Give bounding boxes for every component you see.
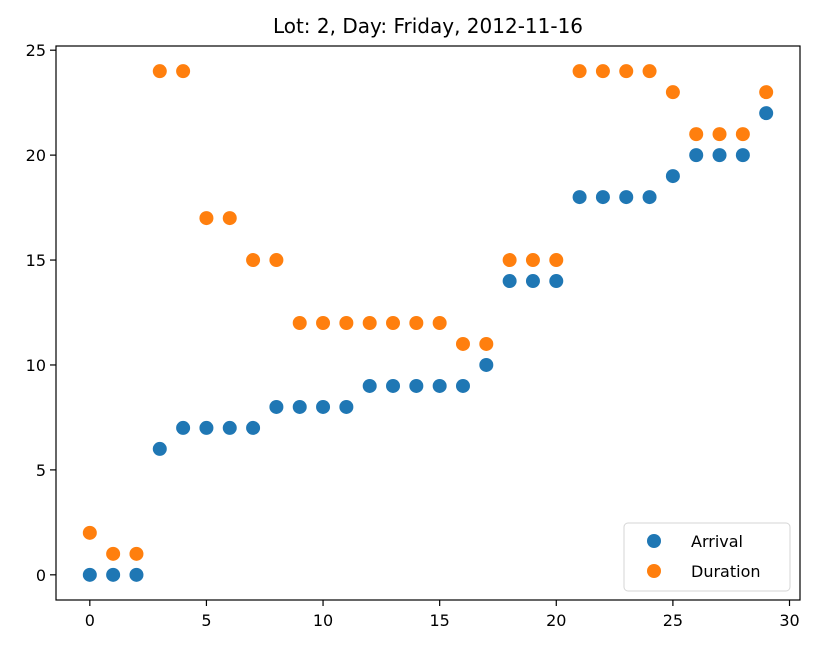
point-arrival [199,420,214,435]
point-arrival [479,357,494,372]
x-tick-label: 15 [429,611,449,630]
point-arrival [502,274,517,289]
point-arrival [735,148,750,163]
legend-label: Arrival [691,532,743,551]
point-arrival [595,190,610,205]
x-tick-label: 20 [546,611,566,630]
point-duration [269,253,284,268]
point-duration [106,546,121,561]
point-arrival [759,106,774,121]
x-tick-label: 30 [779,611,799,630]
y-tick-label: 25 [26,41,46,60]
point-duration [316,316,331,330]
legend: Arrival Duration [623,522,791,592]
y-tick-label: 5 [36,461,46,480]
point-arrival [619,190,634,205]
point-duration [82,525,97,540]
y-tick-label: 0 [36,566,46,585]
point-arrival [689,148,704,163]
point-duration [432,316,447,330]
point-arrival [269,399,284,414]
point-duration [199,211,214,226]
point-arrival [642,190,657,205]
point-duration [455,336,470,351]
point-duration [549,253,564,268]
point-arrival [106,567,121,582]
chart-title: Lot: 2, Day: Friday, 2012-11-16 [273,14,583,38]
point-duration [665,85,680,100]
point-duration [572,64,587,79]
point-duration [642,64,657,79]
x-tick-label: 25 [663,611,683,630]
point-arrival [386,378,401,393]
point-arrival [316,399,331,414]
point-arrival [525,274,540,289]
point-duration [735,127,750,142]
plot-frame [55,45,801,601]
point-duration [292,316,307,330]
point-duration [362,316,377,330]
point-duration [595,64,610,79]
point-arrival [432,378,447,393]
point-arrival [339,399,354,414]
point-arrival [549,274,564,289]
point-duration [409,316,424,330]
point-duration [222,211,237,226]
y-tick-label: 15 [26,251,46,270]
point-arrival [665,169,680,184]
point-duration [712,127,727,142]
point-duration [339,316,354,330]
x-tick-label: 10 [313,611,333,630]
x-tick-label: 0 [85,611,95,630]
point-arrival [246,420,261,435]
x-tick-label: 5 [201,611,211,630]
legend-box [623,522,791,592]
legend-marker-duration [647,564,661,578]
x-axis: 0 5 10 15 20 25 30 [85,600,800,630]
legend-label: Duration [691,562,761,581]
point-duration [502,253,517,268]
point-duration [176,64,191,79]
point-duration [525,253,540,268]
point-duration [386,316,401,330]
point-arrival [292,399,307,414]
y-axis: 0 5 10 15 20 25 [26,41,56,585]
point-duration [246,253,261,268]
point-arrival [129,567,144,582]
point-arrival [222,420,237,435]
point-arrival [176,420,191,435]
point-arrival [572,190,587,205]
point-duration [619,64,634,79]
point-arrival [409,378,424,393]
plot-area [56,46,800,600]
point-arrival [362,378,377,393]
point-arrival [712,148,727,163]
point-duration [759,85,774,100]
point-arrival [82,567,97,582]
point-duration [689,127,704,142]
point-arrival [152,441,167,456]
legend-marker-arrival [647,534,661,548]
y-tick-label: 20 [26,146,46,165]
point-duration [479,336,494,351]
y-tick-label: 10 [26,356,46,375]
point-duration [152,64,167,79]
point-arrival [455,378,470,393]
data-points [82,64,774,582]
point-duration [129,546,144,561]
